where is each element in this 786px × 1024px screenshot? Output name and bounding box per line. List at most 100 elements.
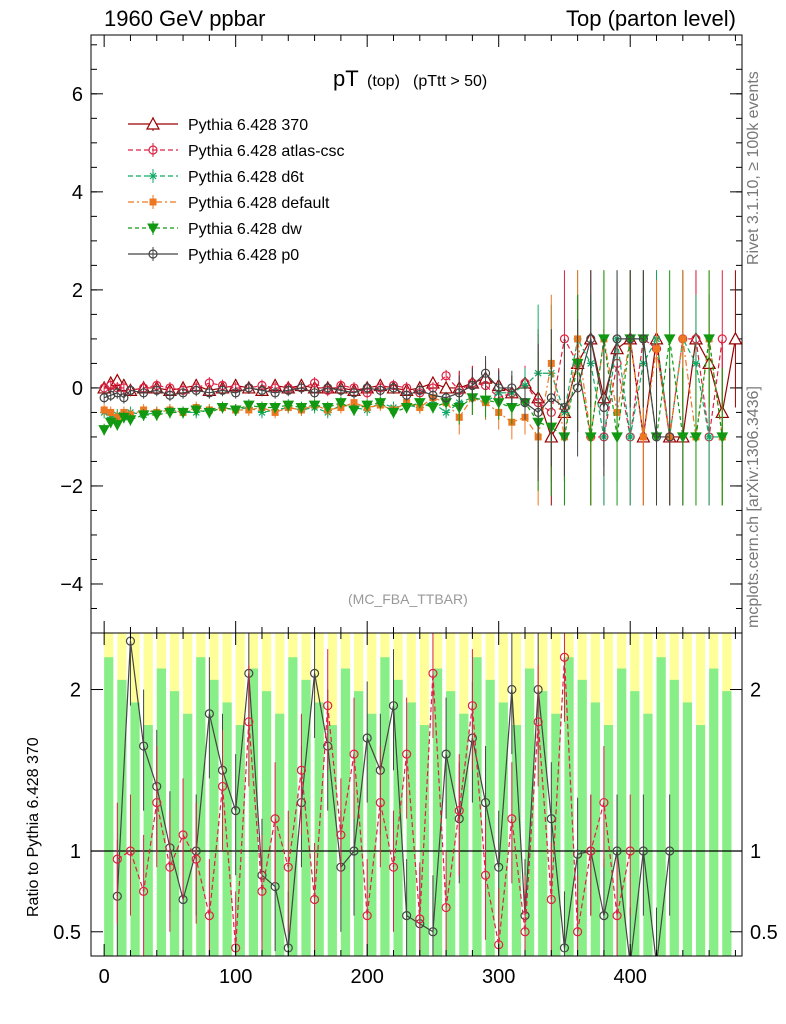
uncertainty-band-inner [288, 657, 298, 956]
data-point [441, 371, 451, 381]
ratio-ytick-label-left: 0.5 [53, 922, 81, 944]
uncertainty-band-inner [538, 691, 548, 956]
ratio-series-pythia-6-428-atlas-csc [112, 633, 635, 956]
data-point [716, 432, 729, 443]
ratio-point [480, 797, 491, 808]
ratio-point [362, 911, 372, 921]
ratio-point [375, 797, 385, 808]
chart-title-cut: (pTtt > 50) [413, 73, 487, 90]
ratio-point [204, 911, 214, 921]
xtick-label: 300 [482, 966, 515, 988]
analysis-watermark: (MC_FBA_TTBAR) [348, 591, 468, 607]
ratio-point [415, 914, 425, 924]
ratio-point [612, 846, 622, 856]
data-point [323, 383, 333, 393]
uncertainty-band-inner [354, 691, 364, 956]
uncertainty-band-inner [630, 691, 640, 956]
ratio-point [296, 765, 307, 775]
legend-entry: Pythia 6.428 dw [128, 221, 302, 238]
data-point [467, 380, 477, 391]
data-point [256, 403, 268, 414]
uncertainty-band-inner [367, 713, 377, 956]
data-point [415, 385, 425, 395]
legend: Pythia 6.428 370 Pythia 6.428 atlas-csc Py… [128, 116, 345, 264]
data-point [479, 395, 492, 407]
data-point [374, 398, 387, 409]
ratio-point [454, 806, 464, 816]
data-point [100, 406, 108, 414]
uncertainty-band-inner [577, 679, 587, 956]
ratio-point [573, 927, 583, 937]
data-point [665, 432, 675, 442]
data-point [705, 432, 714, 441]
uncertainty-band-inner [564, 657, 574, 956]
data-point [679, 335, 687, 343]
data-point [663, 334, 676, 345]
data-point [99, 393, 109, 403]
data-point [190, 405, 203, 417]
data-point [191, 385, 201, 395]
ratio-point [599, 797, 609, 808]
uncertainty-band-inner [446, 691, 456, 956]
ratio-point [441, 749, 451, 759]
uncertainty-band-inner [432, 668, 443, 956]
data-point [362, 383, 372, 393]
legend-label: Pythia 6.428 atlas-csc [188, 143, 345, 160]
data-point [164, 407, 176, 419]
process-label: Top (parton level) [566, 6, 736, 31]
ratio-point [244, 717, 254, 727]
ratio-point [428, 668, 438, 678]
data-point [676, 432, 689, 443]
ratio-content [91, 633, 742, 956]
ratio-point [507, 684, 517, 695]
data-point [335, 398, 347, 409]
ratio-point [480, 870, 491, 880]
data-point [177, 407, 189, 419]
ratio-point [309, 668, 320, 678]
ratio-point [112, 854, 122, 864]
ratio-point [152, 797, 162, 808]
main-ytick-label: 4 [72, 182, 83, 204]
uncertainty-band-inner [643, 713, 653, 956]
legend-marker [148, 145, 158, 155]
main-ytick-label: −4 [60, 574, 83, 596]
legend-marker [148, 249, 158, 259]
ratio-point [231, 806, 241, 816]
data-point [520, 398, 530, 408]
ratio-point [257, 886, 267, 897]
uncertainty-band-inner [682, 702, 693, 956]
data-point [216, 403, 229, 414]
data-point [494, 383, 504, 393]
ratio-point [402, 749, 412, 759]
data-point [98, 425, 111, 436]
legend-label: Pythia 6.428 default [188, 195, 330, 212]
data-point [165, 390, 175, 400]
data-point [113, 413, 121, 421]
main-ytick-label: 6 [72, 84, 83, 106]
uncertainty-band-inner [419, 725, 429, 956]
data-point [152, 385, 162, 395]
ratio-point [125, 846, 136, 856]
data-point [413, 398, 426, 409]
ratio-point [612, 911, 622, 921]
data-point [387, 407, 400, 419]
legend-marker [149, 172, 157, 180]
ratio-point [441, 902, 451, 913]
data-point [125, 385, 136, 395]
legend-marker [149, 198, 157, 206]
data-point [442, 408, 451, 417]
ratio-point [559, 652, 570, 662]
ratio-point [559, 943, 570, 953]
data-point [349, 388, 359, 398]
ratio-point [638, 846, 648, 856]
data-point [480, 368, 491, 378]
data-point [454, 388, 464, 398]
data-point [296, 383, 307, 393]
data-point [361, 400, 374, 412]
ratio-point [165, 862, 175, 872]
legend-label: Pythia 6.428 370 [188, 117, 308, 134]
data-point [375, 385, 385, 395]
data-point [717, 334, 727, 344]
uncertainty-band-inner [525, 668, 535, 956]
